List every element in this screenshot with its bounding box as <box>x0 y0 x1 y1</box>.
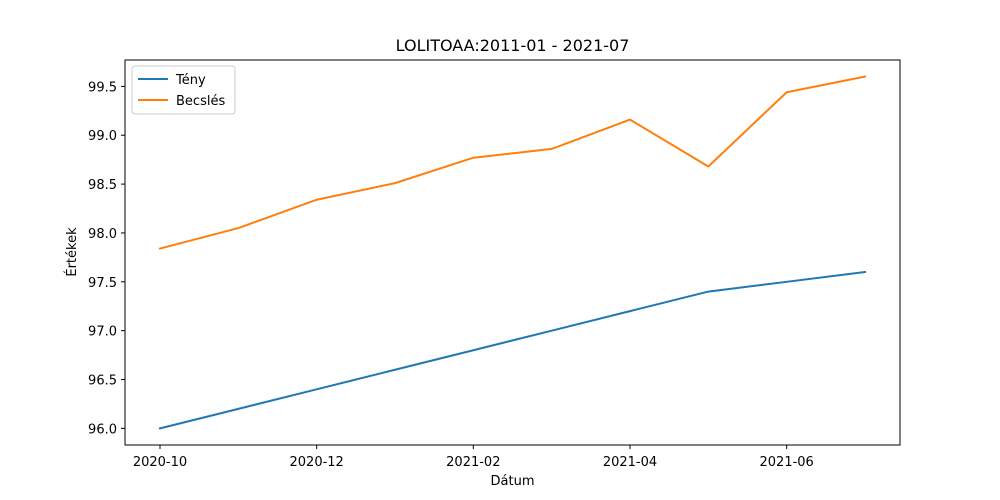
y-tick-label: 99.5 <box>88 80 117 95</box>
y-tick-label: 96.5 <box>88 374 117 389</box>
series-group <box>158 75 867 430</box>
legend: Tény Becslés <box>131 65 236 115</box>
legend-label-teny: Tény <box>175 73 206 88</box>
y-tick-label: 97.0 <box>88 325 117 340</box>
y-tick-label: 97.5 <box>88 276 117 291</box>
y-tick-label: 96.0 <box>88 422 117 437</box>
x-tick-label: 2020-12 <box>290 455 344 470</box>
y-tick-label: 98.5 <box>88 178 117 193</box>
plot-frame <box>124 59 901 446</box>
y-axis-label: Értékek <box>64 227 80 277</box>
chart-title: LOLITOAA:2011-01 - 2021-07 <box>396 36 630 55</box>
x-tick-label: 2021-04 <box>603 455 657 470</box>
legend-label-becsles: Becslés <box>176 94 225 109</box>
series-line-0 <box>158 270 867 430</box>
series-line-1 <box>158 75 867 250</box>
x-axis-ticks: 2020-10 2020-12 2021-02 2021-04 2021-06 <box>133 445 814 470</box>
y-tick-label: 98.0 <box>88 227 117 242</box>
x-tick-label: 2020-10 <box>133 455 187 470</box>
y-tick-label: 99.0 <box>88 129 117 144</box>
plot-background <box>125 60 900 445</box>
x-tick-label: 2021-02 <box>446 455 500 470</box>
x-axis-label: Dátum <box>491 474 535 489</box>
y-axis-ticks: 96.0 96.5 97.0 97.5 98.0 98.5 99.0 99.5 <box>88 80 125 437</box>
x-tick-label: 2021-06 <box>760 455 814 470</box>
